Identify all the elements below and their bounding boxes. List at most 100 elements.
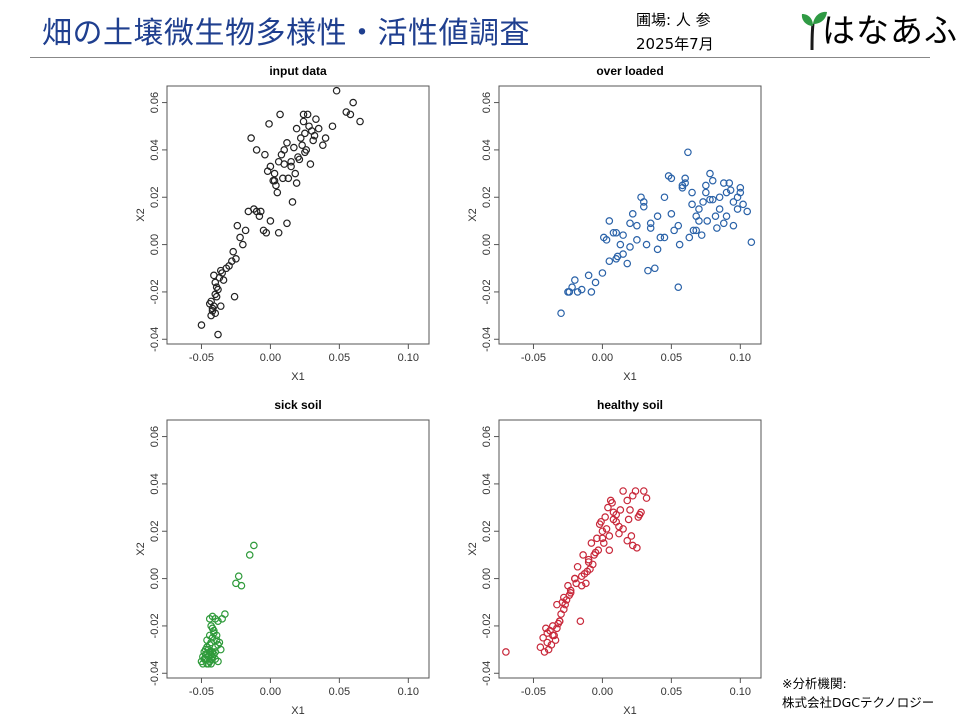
data-point <box>587 288 596 296</box>
data-point <box>553 624 561 633</box>
chart-panel-sick-soil: sick soil -0.05 0.00 0.05 0.10 -0.04 -0.02 0.00… <box>132 394 452 724</box>
x-tick-label: 0.10 <box>730 686 751 698</box>
data-point <box>250 541 258 550</box>
data-point <box>247 134 255 142</box>
field-label: 圃場: 人 参 <box>636 11 711 29</box>
y-tick-label: 0.02 <box>481 187 493 208</box>
data-point <box>214 657 222 666</box>
data-point <box>283 139 291 147</box>
data-point <box>284 174 293 183</box>
x-tick-label: 0.00 <box>260 686 281 698</box>
data-point <box>544 645 553 654</box>
data-point <box>616 506 625 514</box>
y-tick-label: 0.04 <box>481 139 493 160</box>
data-point <box>593 534 601 543</box>
data-point <box>642 494 651 502</box>
data-point <box>598 269 607 277</box>
data-point <box>656 233 665 242</box>
data-point <box>612 510 621 519</box>
data-point <box>644 266 652 275</box>
y-tick-label: -0.04 <box>149 327 161 352</box>
data-point <box>321 134 330 142</box>
data-point <box>208 612 217 621</box>
data-point <box>729 221 738 230</box>
logo-text: はなあふ <box>822 11 958 50</box>
data-point <box>310 131 319 140</box>
data-point <box>604 503 612 512</box>
data-point <box>199 659 207 668</box>
scatter-plot-over-loaded: over loaded -0.05 0.00 0.05 0.10 -0.04 -0.02 0.… <box>467 64 762 383</box>
data-point <box>706 195 714 204</box>
data-point <box>619 525 627 533</box>
data-point <box>216 302 225 310</box>
data-point <box>733 193 742 202</box>
data-point <box>215 638 224 647</box>
plot-frame <box>498 419 762 679</box>
data-point <box>688 188 696 197</box>
data-point <box>270 169 279 178</box>
y-tick-label: 0.00 <box>481 568 493 589</box>
data-point <box>623 536 632 545</box>
data-point <box>255 212 264 220</box>
data-point <box>543 638 552 647</box>
data-point <box>708 195 717 204</box>
data-point <box>628 541 637 550</box>
analysis-credit-company: 株式会社DGCテクノロジー <box>782 695 935 710</box>
y-tick-label: 0.06 <box>149 426 161 447</box>
data-point <box>571 276 579 284</box>
data-point <box>573 562 582 571</box>
data-point <box>651 264 659 273</box>
scatter-plot-sick-soil: sick soil -0.05 0.00 0.05 0.10 -0.04 -0.02 0.00… <box>135 398 430 717</box>
data-point <box>598 534 607 543</box>
data-point <box>276 110 284 119</box>
data-point <box>561 600 569 609</box>
y-tick-label: -0.02 <box>481 613 493 638</box>
y-tick-label: 0.06 <box>481 426 493 447</box>
data-point <box>234 572 243 581</box>
data-point <box>566 586 575 595</box>
data-point <box>711 212 720 220</box>
data-point <box>197 321 206 329</box>
x-axis-label: X1 <box>291 371 304 383</box>
data-point <box>626 243 634 251</box>
data-point <box>536 643 545 652</box>
plot-frame <box>166 85 430 345</box>
data-point <box>653 245 662 254</box>
data-point <box>265 120 273 128</box>
y-tick-label: -0.04 <box>149 661 161 686</box>
y-tick-label: 0.00 <box>481 234 493 255</box>
data-point <box>605 546 614 554</box>
data-point <box>346 110 355 119</box>
data-point <box>211 278 220 287</box>
chart-panel-over-loaded: over loaded -0.05 0.00 0.05 0.10 -0.04 -0.02 0.… <box>464 60 784 390</box>
data-point <box>218 269 226 277</box>
page-title: 畑の土壌微生物多様性・活性値調査 <box>42 16 530 51</box>
data-point <box>553 600 561 609</box>
data-point <box>586 565 594 573</box>
data-point <box>203 643 211 652</box>
data-point <box>222 264 231 273</box>
data-point <box>301 148 309 157</box>
data-point <box>319 141 327 149</box>
data-point <box>207 659 215 668</box>
data-point <box>713 224 721 232</box>
data-point <box>747 238 756 247</box>
data-point <box>626 219 634 228</box>
data-point <box>639 487 648 495</box>
data-point <box>584 558 593 566</box>
data-point <box>646 219 655 228</box>
data-point <box>684 148 692 157</box>
plot-frame <box>498 85 762 345</box>
data-point <box>239 240 247 249</box>
data-point <box>725 179 734 187</box>
data-point <box>660 193 669 202</box>
data-point <box>287 157 295 166</box>
data-point <box>295 155 304 164</box>
scatter-plot-input-data: input data -0.05 0.00 0.05 0.10 -0.04 -0.02 0.0… <box>135 64 430 383</box>
data-point <box>660 233 669 242</box>
y-tick-label: 0.02 <box>149 187 161 208</box>
data-point <box>605 217 614 225</box>
data-point <box>572 579 581 588</box>
data-point <box>736 183 745 192</box>
y-tick-label: 0.04 <box>149 139 161 160</box>
